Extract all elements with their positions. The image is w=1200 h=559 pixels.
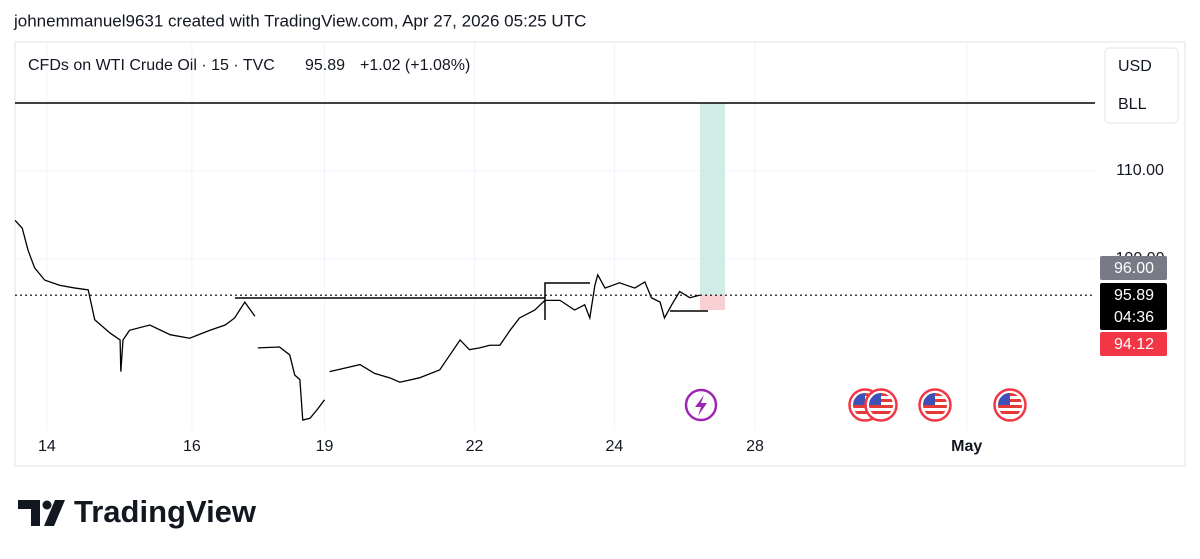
x-tick-label: 24 <box>606 438 624 455</box>
y-tick-label: 110.00 <box>1116 162 1164 179</box>
x-tick-label: 19 <box>316 438 334 455</box>
price-label: 94.12 <box>1114 336 1154 353</box>
event-icon[interactable] <box>684 388 718 422</box>
grid <box>15 42 1095 430</box>
header: johnemmanuel9631 created with TradingVie… <box>13 11 586 30</box>
position-target <box>700 103 725 295</box>
price-label-box <box>1100 256 1167 280</box>
brand-logo <box>18 500 65 526</box>
price-label-box <box>1100 332 1167 356</box>
price-line <box>257 346 326 421</box>
level-line <box>544 282 590 320</box>
legend-symbol: CFDs on WTI Crude Oil · 15 · TVC <box>28 57 275 74</box>
position-stop <box>700 295 725 310</box>
scale-button[interactable]: BLL <box>1118 96 1147 113</box>
x-tick-label: 28 <box>746 438 764 455</box>
price-line <box>15 219 256 372</box>
series <box>15 219 701 421</box>
x-tick-label: 14 <box>38 438 56 455</box>
price-line <box>329 273 701 383</box>
countdown: 04:36 <box>1114 309 1154 326</box>
x-tick-label: 16 <box>183 438 201 455</box>
price-label-box <box>1100 283 1167 330</box>
price-label: 96.00 <box>1114 260 1154 277</box>
x-tick-label: 22 <box>466 438 484 455</box>
scale-button[interactable]: USD <box>1118 58 1152 75</box>
chart-frame <box>14 41 1186 467</box>
price-label: 95.89 <box>1114 287 1154 304</box>
x-tick-label: May <box>951 438 982 455</box>
legend-change: +1.02 (+1.08%) <box>360 57 470 74</box>
legend-price: 95.89 <box>305 57 345 74</box>
brand-name: TradingView <box>74 494 257 529</box>
scale-buttons <box>1104 47 1179 124</box>
